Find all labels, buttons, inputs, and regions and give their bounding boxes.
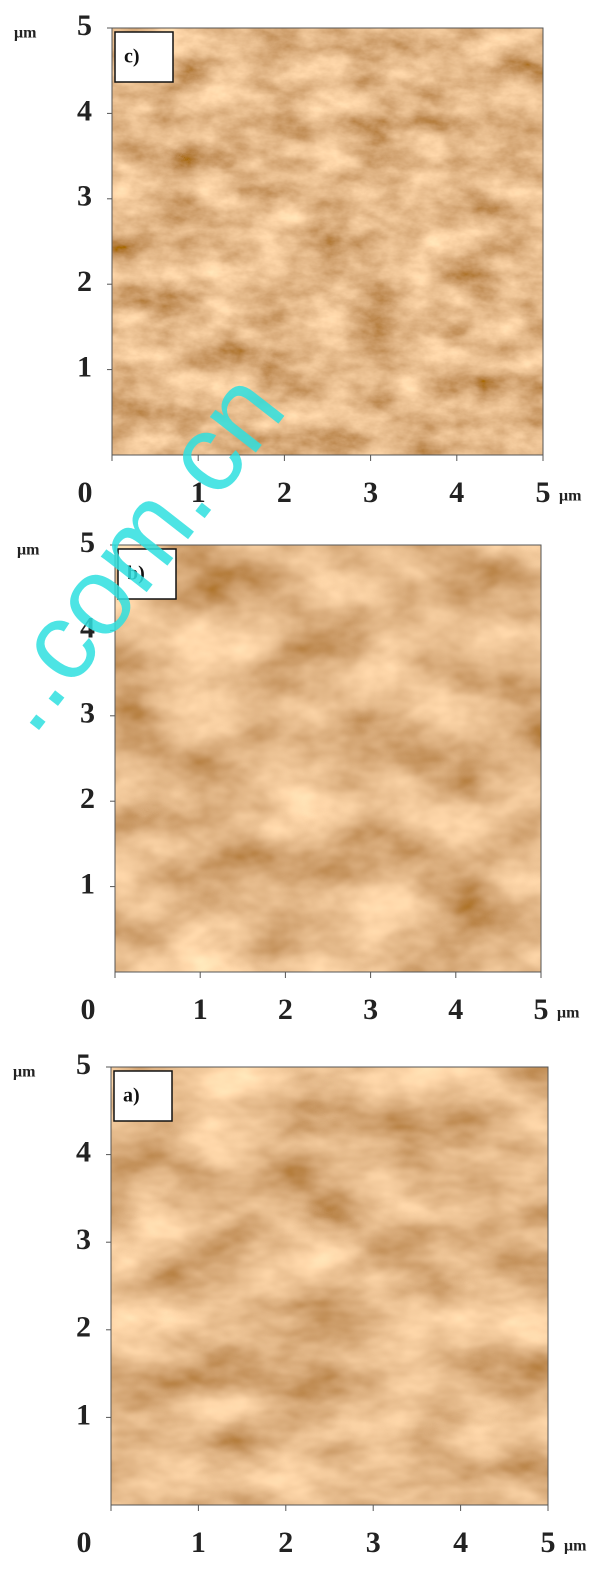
y-tick-label: 2	[80, 782, 95, 815]
y-tick-label: 5	[76, 1048, 91, 1081]
x-tick-label: 2	[278, 1526, 293, 1559]
x-tick-label: 3	[363, 476, 378, 509]
image-border	[114, 544, 542, 973]
x-tick-label: 0	[78, 476, 93, 509]
x-tick-label: 4	[449, 476, 464, 509]
y-tick-label: 5	[77, 9, 92, 42]
y-unit: μm	[14, 25, 37, 42]
x-tick-label: 2	[277, 476, 292, 509]
x-tick-label: 5	[536, 476, 551, 509]
x-unit: μm	[564, 1538, 587, 1555]
y-tick-label: 1	[77, 350, 92, 383]
y-tick-label: 2	[76, 1311, 91, 1344]
y-tick-label: 1	[76, 1398, 91, 1431]
panel-label: a)	[123, 1085, 140, 1107]
x-tick-label: 4	[448, 993, 463, 1026]
y-tick-label: 3	[76, 1223, 91, 1256]
image-border	[111, 27, 544, 456]
y-tick-label: 4	[80, 611, 95, 644]
x-tick-label: 2	[278, 993, 293, 1026]
panel-label-box	[113, 1070, 173, 1122]
x-tick-label: 3	[366, 1526, 381, 1559]
x-tick-label: 3	[363, 993, 378, 1026]
y-tick-label: 5	[80, 526, 95, 559]
x-tick-label: 0	[77, 1526, 92, 1559]
y-unit: μm	[13, 1064, 36, 1081]
y-tick-label: 4	[76, 1135, 91, 1168]
y-tick-label: 2	[77, 265, 92, 298]
x-tick-label: 1	[191, 1526, 206, 1559]
y-tick-label: 3	[80, 697, 95, 730]
afm-image	[115, 545, 541, 972]
panel-label-box	[114, 31, 174, 83]
afm-image	[111, 1067, 548, 1505]
x-tick-label: 1	[191, 476, 206, 509]
y-tick-label: 1	[80, 867, 95, 900]
y-tick-label: 3	[77, 180, 92, 213]
x-unit: μm	[557, 1005, 580, 1022]
panel-label-box	[117, 548, 177, 600]
panel-label: c)	[124, 46, 140, 68]
x-tick-label: 5	[534, 993, 549, 1026]
x-tick-label: 5	[541, 1526, 556, 1559]
image-border	[110, 1066, 549, 1506]
panel-label: b)	[127, 563, 145, 585]
x-tick-label: 1	[193, 993, 208, 1026]
y-unit: μm	[17, 542, 40, 559]
x-tick-label: 4	[453, 1526, 468, 1559]
afm-image	[112, 28, 543, 455]
x-unit: μm	[559, 488, 582, 505]
y-tick-label: 4	[77, 94, 92, 127]
x-tick-label: 0	[81, 993, 96, 1026]
